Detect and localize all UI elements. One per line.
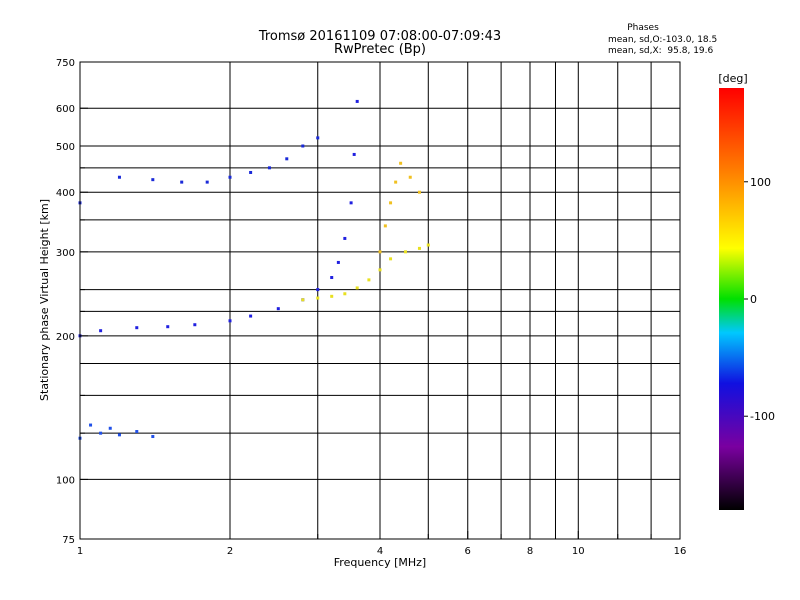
colorbar-tick-label: -100 [750, 410, 775, 423]
data-point-O [117, 433, 121, 437]
data-point-X [403, 250, 407, 254]
data-point-X [316, 296, 320, 300]
x-axis-ticks: 1 2 4 6 8 10 16 [77, 531, 687, 557]
data-point-X [408, 175, 412, 179]
phases-line-o: mean, sd,O:-103.0, 18.5 [608, 35, 717, 45]
data-point-O [135, 326, 139, 330]
x-tick-label: 2 [227, 546, 233, 557]
data-point-O [249, 170, 253, 174]
y-axis-label: Stationary phase Virtual Height [km] [38, 199, 51, 401]
data-point-O [330, 276, 334, 280]
data-points [78, 99, 430, 440]
data-point-X [343, 292, 347, 296]
data-point-O [193, 323, 197, 327]
data-point-O [276, 307, 280, 311]
colorbar-tick-label: 0 [750, 293, 757, 306]
x-axis-label: Frequency [MHz] [334, 556, 426, 569]
data-point-O [316, 288, 320, 292]
y-tick-label: 400 [56, 188, 75, 199]
y-tick-label: 75 [62, 535, 75, 546]
data-point-O [352, 152, 356, 156]
colorbar-ticks: 100 0 -100 [744, 176, 775, 423]
data-point-O [99, 431, 103, 435]
data-point-X [367, 278, 371, 282]
data-point-O [228, 175, 232, 179]
y-axis-ticks: 75 100 200 300 400 500 600 750 [56, 58, 88, 546]
chart-subtitle: RwPretec (Bp) [334, 42, 426, 57]
data-point-O [180, 180, 184, 184]
data-point-O [249, 314, 253, 318]
y-tick-label: 100 [56, 475, 75, 486]
phases-line-x: mean, sd,X: 95.8, 19.6 [608, 46, 714, 56]
data-point-O [267, 166, 271, 170]
data-point-X [399, 161, 403, 165]
data-point-O [228, 319, 232, 323]
y-tick-label: 200 [56, 332, 75, 343]
data-point-X [389, 201, 393, 205]
data-point-O [336, 260, 340, 264]
data-point-O [151, 178, 155, 182]
x-tick-label: 6 [465, 546, 471, 557]
data-point-O [117, 175, 121, 179]
data-point-X [301, 298, 305, 302]
x-tick-label: 10 [572, 546, 585, 557]
x-tick-label: 1 [77, 546, 83, 557]
grid-lines [80, 62, 680, 539]
data-point-X [383, 224, 387, 228]
data-point-X [417, 190, 421, 194]
data-point-O [285, 157, 289, 161]
colorbar [719, 88, 744, 510]
y-tick-label: 300 [56, 248, 75, 259]
data-point-O [99, 329, 103, 333]
data-point-X [417, 246, 421, 250]
colorbar-tick-label: 100 [750, 176, 771, 189]
phases-title: Phases [627, 23, 659, 33]
data-point-X [394, 180, 398, 184]
data-point-X [330, 294, 334, 298]
data-point-O [108, 426, 112, 430]
y-tick-label: 750 [56, 58, 75, 69]
data-point-X [389, 257, 393, 261]
y-tick-label: 500 [56, 142, 75, 153]
data-point-O [355, 99, 359, 103]
data-point-O [151, 435, 155, 439]
y-tick-label: 600 [56, 104, 75, 115]
data-point-O [135, 430, 139, 434]
x-tick-label: 4 [377, 546, 383, 557]
chart-title: Tromsø 20161109 07:08:00-07:09:43 [258, 29, 501, 44]
data-point-X [378, 250, 382, 254]
data-point-O [349, 201, 353, 205]
x-tick-label: 16 [674, 546, 687, 557]
data-point-O [301, 144, 305, 148]
data-point-O [343, 236, 347, 240]
data-point-X [426, 243, 430, 247]
data-point-X [355, 286, 359, 290]
data-point-O [316, 136, 320, 140]
data-point-X [378, 268, 382, 272]
data-point-O [166, 325, 170, 329]
data-point-O [89, 423, 93, 427]
colorbar-unit: [deg] [718, 72, 747, 85]
data-point-O [205, 180, 209, 184]
x-tick-label: 8 [527, 546, 533, 557]
